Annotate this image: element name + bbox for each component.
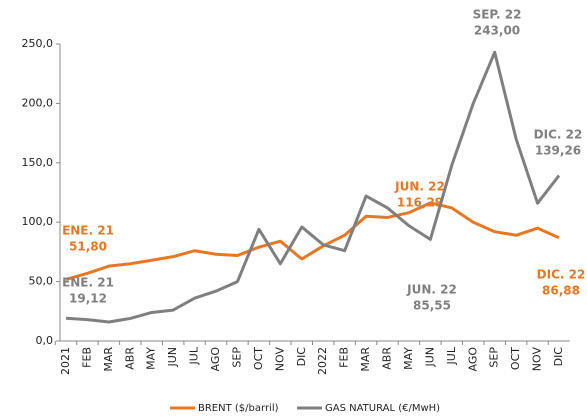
value-label: 85,55 bbox=[413, 299, 451, 313]
x-tick-label: FEB bbox=[80, 347, 93, 368]
value-label: 139,26 bbox=[535, 144, 581, 158]
value-label: 51,80 bbox=[69, 240, 107, 254]
x-tick-label: SEP bbox=[488, 347, 501, 368]
point-label: DIC. 22 bbox=[537, 268, 586, 282]
x-tick-label: JUN bbox=[423, 347, 436, 368]
legend-label: GAS NATURAL (€/MwH) bbox=[325, 403, 440, 414]
series-line bbox=[65, 201, 560, 281]
x-tick-label: ABR bbox=[123, 347, 136, 370]
x-tick-label: 2021 bbox=[59, 347, 72, 375]
x-tick-label: MAR bbox=[359, 347, 372, 372]
y-tick-label: 250,0 bbox=[22, 37, 54, 50]
point-label: JUN. 22 bbox=[406, 283, 457, 297]
y-tick-label: 150,0 bbox=[22, 156, 54, 169]
x-tick-label: ABR bbox=[381, 347, 394, 370]
series-line bbox=[65, 50, 561, 324]
x-tick-label: JUL bbox=[445, 346, 458, 365]
x-tick-label: AGO bbox=[209, 347, 222, 372]
legend-label: BRENT ($/barril) bbox=[198, 403, 279, 414]
x-tick-label: FEB bbox=[338, 347, 351, 368]
y-tick-label: 0,0 bbox=[36, 334, 54, 347]
x-tick-label: JUL bbox=[188, 346, 201, 365]
x-tick-label: OCT bbox=[252, 347, 265, 370]
x-tick-label: OCT bbox=[509, 347, 522, 370]
point-label: SEP. 22 bbox=[473, 8, 522, 22]
value-label: 19,12 bbox=[69, 292, 107, 306]
x-tick-label: DIC bbox=[295, 347, 308, 367]
x-tick-label: SEP bbox=[230, 347, 243, 368]
x-tick-label: MAY bbox=[145, 347, 158, 370]
x-tick-label: DIC bbox=[552, 347, 565, 367]
y-tick-label: 200,0 bbox=[22, 96, 54, 109]
x-tick-label: NOV bbox=[273, 347, 286, 372]
x-tick-label: NOV bbox=[531, 347, 544, 372]
x-tick-label: JUN bbox=[166, 347, 179, 368]
y-tick-label: 100,0 bbox=[22, 215, 54, 228]
x-tick-label: MAR bbox=[102, 347, 115, 372]
point-label: ENE. 21 bbox=[62, 224, 114, 238]
x-tick-label: MAY bbox=[402, 347, 415, 370]
y-tick-label: 50,0 bbox=[29, 275, 54, 288]
point-label: ENE. 21 bbox=[62, 276, 114, 290]
x-tick-label: 2022 bbox=[316, 347, 329, 375]
point-label: DIC. 22 bbox=[534, 128, 583, 142]
value-label: 243,00 bbox=[474, 24, 520, 38]
value-label: 86,88 bbox=[542, 284, 580, 298]
x-tick-label: AGO bbox=[466, 347, 479, 372]
point-label: JUN. 22 bbox=[394, 180, 445, 194]
value-label: 116,29 bbox=[397, 196, 443, 210]
